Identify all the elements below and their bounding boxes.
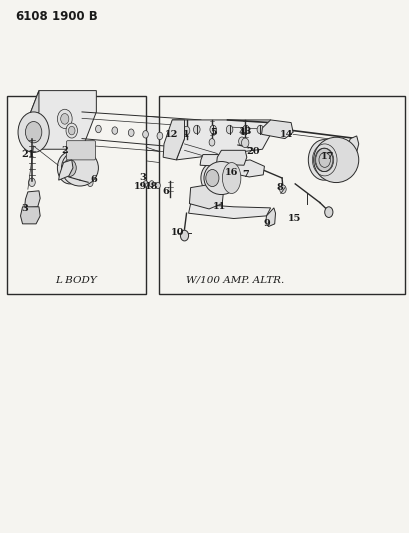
Text: 9: 9 xyxy=(263,220,269,228)
Text: 6: 6 xyxy=(162,187,169,196)
Text: 17: 17 xyxy=(321,152,334,161)
Circle shape xyxy=(63,159,76,176)
Polygon shape xyxy=(188,204,270,219)
Text: 5: 5 xyxy=(209,128,216,136)
Circle shape xyxy=(29,178,35,187)
Circle shape xyxy=(68,126,75,135)
Circle shape xyxy=(200,163,223,193)
Polygon shape xyxy=(216,150,246,165)
Polygon shape xyxy=(265,208,275,227)
Circle shape xyxy=(25,122,42,143)
Ellipse shape xyxy=(204,161,238,195)
Text: 11: 11 xyxy=(212,202,225,211)
Text: 1900 B: 1900 B xyxy=(52,10,98,23)
Polygon shape xyxy=(261,120,292,139)
Text: 20: 20 xyxy=(246,148,260,156)
Text: 3: 3 xyxy=(21,205,28,213)
Circle shape xyxy=(256,125,263,134)
Circle shape xyxy=(95,125,101,133)
Text: 8: 8 xyxy=(276,183,282,192)
Polygon shape xyxy=(58,160,73,180)
Circle shape xyxy=(209,125,216,134)
Circle shape xyxy=(61,114,69,124)
Circle shape xyxy=(28,131,36,141)
Text: 6108: 6108 xyxy=(16,10,48,23)
Circle shape xyxy=(205,169,218,187)
Circle shape xyxy=(308,140,339,180)
Text: 16: 16 xyxy=(225,168,238,177)
Text: 14: 14 xyxy=(280,130,293,139)
Circle shape xyxy=(324,207,332,217)
Text: 2: 2 xyxy=(61,146,68,155)
Ellipse shape xyxy=(313,138,358,182)
Ellipse shape xyxy=(222,163,240,193)
Circle shape xyxy=(314,148,332,172)
Circle shape xyxy=(226,125,232,134)
Polygon shape xyxy=(189,184,223,209)
Circle shape xyxy=(18,112,49,152)
Circle shape xyxy=(155,182,160,189)
Circle shape xyxy=(128,129,134,136)
Text: 4: 4 xyxy=(238,128,245,136)
Text: 6: 6 xyxy=(90,175,97,183)
Circle shape xyxy=(242,125,249,134)
Polygon shape xyxy=(347,136,358,152)
Circle shape xyxy=(157,132,162,140)
Circle shape xyxy=(112,127,117,134)
Text: 10: 10 xyxy=(171,229,184,237)
Circle shape xyxy=(241,138,248,148)
Text: 7: 7 xyxy=(242,171,249,179)
Text: 21: 21 xyxy=(21,150,34,159)
Bar xyxy=(7,96,145,294)
FancyBboxPatch shape xyxy=(66,141,95,160)
Circle shape xyxy=(149,181,154,187)
Polygon shape xyxy=(25,91,96,149)
Polygon shape xyxy=(25,91,39,149)
Circle shape xyxy=(143,181,148,187)
Circle shape xyxy=(180,230,188,241)
Polygon shape xyxy=(200,155,224,166)
Text: 13: 13 xyxy=(239,127,252,135)
Text: L BODY: L BODY xyxy=(56,276,97,285)
Text: W/100 AMP. ALTR.: W/100 AMP. ALTR. xyxy=(185,276,283,285)
Bar xyxy=(159,96,404,294)
Circle shape xyxy=(66,123,77,138)
Polygon shape xyxy=(172,120,270,160)
Polygon shape xyxy=(163,120,184,160)
Polygon shape xyxy=(82,112,200,155)
Circle shape xyxy=(142,131,148,138)
Polygon shape xyxy=(25,191,40,208)
Circle shape xyxy=(193,125,200,134)
Circle shape xyxy=(57,152,82,184)
Text: 12: 12 xyxy=(164,130,178,139)
Circle shape xyxy=(28,215,34,222)
Circle shape xyxy=(57,109,72,128)
Text: 3: 3 xyxy=(139,173,146,182)
Text: 15: 15 xyxy=(287,214,300,223)
Text: 18: 18 xyxy=(144,182,157,190)
Ellipse shape xyxy=(61,150,98,186)
Text: 1: 1 xyxy=(183,131,189,139)
Circle shape xyxy=(209,139,214,146)
Text: 19: 19 xyxy=(134,182,147,190)
Circle shape xyxy=(238,137,245,146)
Circle shape xyxy=(87,179,93,187)
Polygon shape xyxy=(20,207,40,224)
Circle shape xyxy=(183,126,189,135)
Polygon shape xyxy=(228,160,264,177)
Circle shape xyxy=(279,185,285,193)
